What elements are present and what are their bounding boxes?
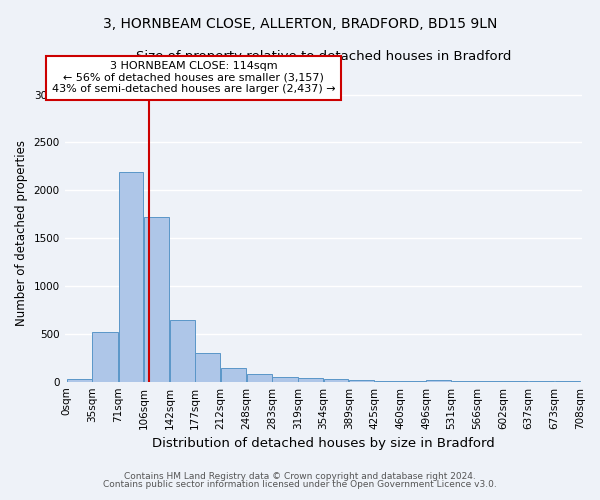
Bar xyxy=(144,217,169,382)
Bar xyxy=(400,381,426,382)
Text: Contains public sector information licensed under the Open Government Licence v3: Contains public sector information licen… xyxy=(103,480,497,489)
Bar xyxy=(170,320,195,382)
Bar xyxy=(196,354,220,382)
Bar xyxy=(323,380,349,382)
Bar xyxy=(375,380,400,382)
Bar xyxy=(67,379,92,382)
Title: Size of property relative to detached houses in Bradford: Size of property relative to detached ho… xyxy=(136,50,511,63)
Bar xyxy=(298,378,323,382)
Y-axis label: Number of detached properties: Number of detached properties xyxy=(15,140,28,326)
Bar xyxy=(221,368,246,382)
Bar xyxy=(92,332,118,382)
Text: 3, HORNBEAM CLOSE, ALLERTON, BRADFORD, BD15 9LN: 3, HORNBEAM CLOSE, ALLERTON, BRADFORD, B… xyxy=(103,18,497,32)
Bar xyxy=(427,380,451,382)
Bar xyxy=(247,374,272,382)
X-axis label: Distribution of detached houses by size in Bradford: Distribution of detached houses by size … xyxy=(152,437,494,450)
Bar xyxy=(119,172,143,382)
Text: 3 HORNBEAM CLOSE: 114sqm
← 56% of detached houses are smaller (3,157)
43% of sem: 3 HORNBEAM CLOSE: 114sqm ← 56% of detach… xyxy=(52,61,335,94)
Bar xyxy=(272,377,298,382)
Text: Contains HM Land Registry data © Crown copyright and database right 2024.: Contains HM Land Registry data © Crown c… xyxy=(124,472,476,481)
Bar xyxy=(349,380,374,382)
